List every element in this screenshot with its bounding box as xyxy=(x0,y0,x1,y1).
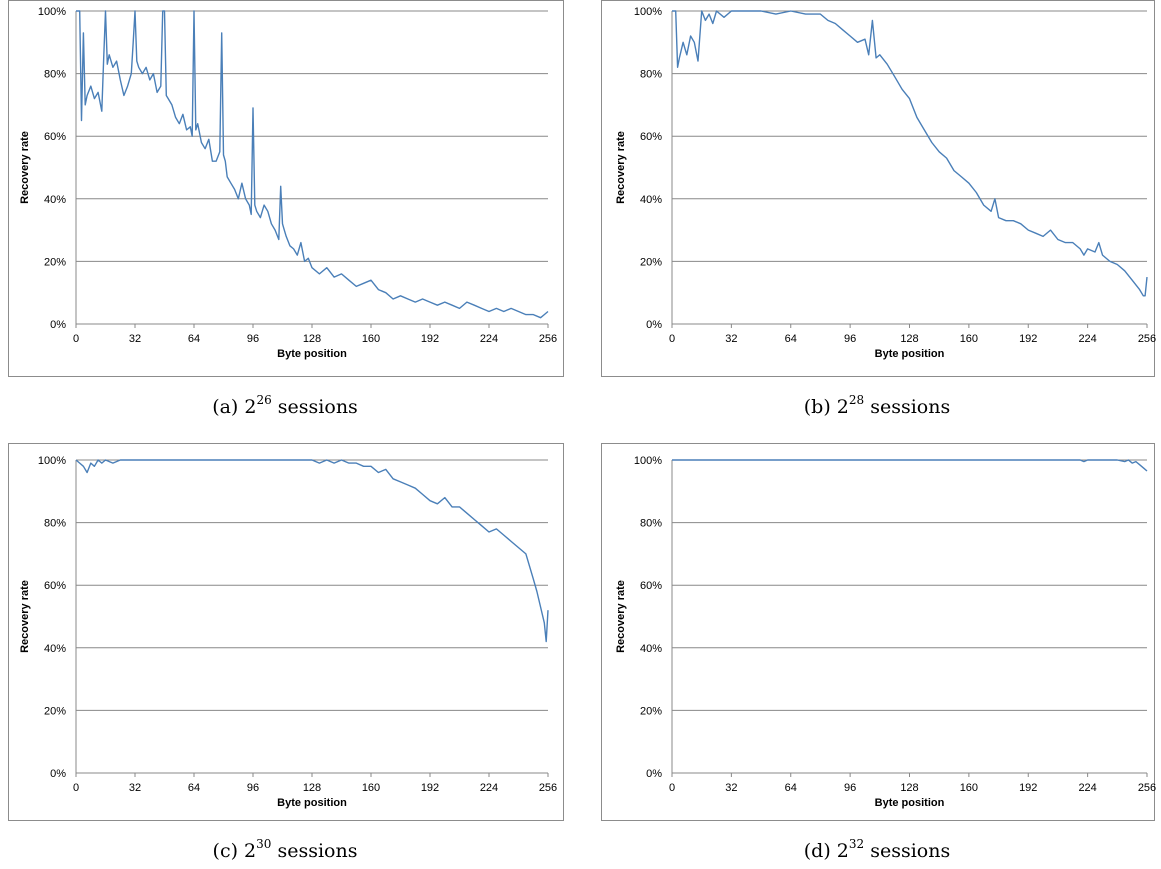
y-tick-label-b-4: 80% xyxy=(640,69,662,81)
y-tick-label-c-5: 100% xyxy=(38,455,66,467)
y-tick-label-c-1: 20% xyxy=(44,705,66,717)
x-tick-label-d-3: 96 xyxy=(844,782,856,794)
y-tick-label-b-5: 100% xyxy=(634,6,662,18)
y-axis-title-b: Recovery rate xyxy=(615,131,627,204)
x-axis-title-d: Byte position xyxy=(875,797,945,809)
y-axis-title-c: Recovery rate xyxy=(19,580,31,653)
y-tick-label-c-0: 0% xyxy=(50,768,66,780)
x-tick-label-a-3: 96 xyxy=(247,333,259,345)
x-tick-label-b-3: 96 xyxy=(844,333,856,345)
y-axis-title-d: Recovery rate xyxy=(615,580,627,653)
x-tick-label-c-8: 256 xyxy=(539,782,557,794)
x-tick-label-b-2: 64 xyxy=(785,333,797,345)
x-tick-label-c-3: 96 xyxy=(247,782,259,794)
x-tick-label-c-7: 224 xyxy=(480,782,498,794)
x-tick-label-d-1: 32 xyxy=(725,782,737,794)
chart-panel-a xyxy=(8,0,564,377)
x-tick-label-b-0: 0 xyxy=(669,333,675,345)
x-tick-label-a-7: 224 xyxy=(480,333,498,345)
x-tick-label-c-2: 64 xyxy=(188,782,200,794)
x-axis-title-b: Byte position xyxy=(875,348,945,360)
x-tick-label-b-5: 160 xyxy=(960,333,978,345)
x-tick-label-a-5: 160 xyxy=(362,333,380,345)
x-tick-label-a-2: 64 xyxy=(188,333,200,345)
x-tick-label-d-2: 64 xyxy=(785,782,797,794)
y-tick-label-a-2: 40% xyxy=(44,194,66,206)
y-tick-label-d-2: 40% xyxy=(640,643,662,655)
x-tick-label-b-8: 256 xyxy=(1138,333,1156,345)
x-tick-label-b-6: 192 xyxy=(1019,333,1037,345)
y-tick-label-a-0: 0% xyxy=(50,319,66,331)
y-axis-title-a: Recovery rate xyxy=(19,131,31,204)
y-tick-label-b-1: 20% xyxy=(640,256,662,268)
series-line-c-0 xyxy=(75,459,549,643)
caption-b: (b) 228 sessions xyxy=(803,393,951,418)
y-tick-label-a-1: 20% xyxy=(44,256,66,268)
y-tick-label-c-2: 40% xyxy=(44,643,66,655)
y-tick-label-d-5: 100% xyxy=(634,455,662,467)
chart-panel-c xyxy=(8,443,564,821)
x-tick-label-c-4: 128 xyxy=(303,782,321,794)
x-tick-label-c-6: 192 xyxy=(421,782,439,794)
series-line-b-0 xyxy=(672,10,1148,297)
y-tick-label-d-0: 0% xyxy=(646,768,662,780)
y-tick-label-c-3: 60% xyxy=(44,580,66,592)
x-tick-label-c-1: 32 xyxy=(129,782,141,794)
y-tick-label-b-2: 40% xyxy=(640,194,662,206)
y-tick-label-d-1: 20% xyxy=(640,705,662,717)
y-tick-label-b-0: 0% xyxy=(646,319,662,331)
y-tick-label-a-4: 80% xyxy=(44,69,66,81)
x-tick-label-d-7: 224 xyxy=(1078,782,1096,794)
y-tick-label-a-5: 100% xyxy=(38,6,66,18)
x-tick-label-d-0: 0 xyxy=(669,782,675,794)
x-tick-label-b-1: 32 xyxy=(725,333,737,345)
x-tick-label-a-4: 128 xyxy=(303,333,321,345)
x-tick-label-b-7: 224 xyxy=(1078,333,1096,345)
caption-d: (d) 232 sessions xyxy=(803,837,951,862)
x-tick-label-a-0: 0 xyxy=(73,333,79,345)
x-tick-label-c-0: 0 xyxy=(73,782,79,794)
x-tick-label-d-4: 128 xyxy=(900,782,918,794)
series-line-a-0 xyxy=(76,10,549,319)
x-tick-label-a-6: 192 xyxy=(421,333,439,345)
x-tick-label-d-6: 192 xyxy=(1019,782,1037,794)
y-tick-label-d-3: 60% xyxy=(640,580,662,592)
x-tick-label-c-5: 160 xyxy=(362,782,380,794)
y-tick-label-a-3: 60% xyxy=(44,131,66,143)
chart-panel-b xyxy=(601,0,1155,377)
y-tick-label-c-4: 80% xyxy=(44,518,66,530)
caption-a: (a) 226 sessions xyxy=(212,393,358,418)
chart-panel-d xyxy=(601,443,1155,821)
x-tick-label-d-8: 256 xyxy=(1138,782,1156,794)
series-line-d-0 xyxy=(672,459,1148,472)
x-tick-label-d-5: 160 xyxy=(960,782,978,794)
x-tick-label-a-1: 32 xyxy=(129,333,141,345)
y-tick-label-d-4: 80% xyxy=(640,518,662,530)
x-axis-title-c: Byte position xyxy=(277,797,347,809)
x-tick-label-a-8: 256 xyxy=(539,333,557,345)
x-tick-label-b-4: 128 xyxy=(900,333,918,345)
x-axis-title-a: Byte position xyxy=(277,348,347,360)
caption-c: (c) 230 sessions xyxy=(212,837,358,862)
y-tick-label-b-3: 60% xyxy=(640,131,662,143)
